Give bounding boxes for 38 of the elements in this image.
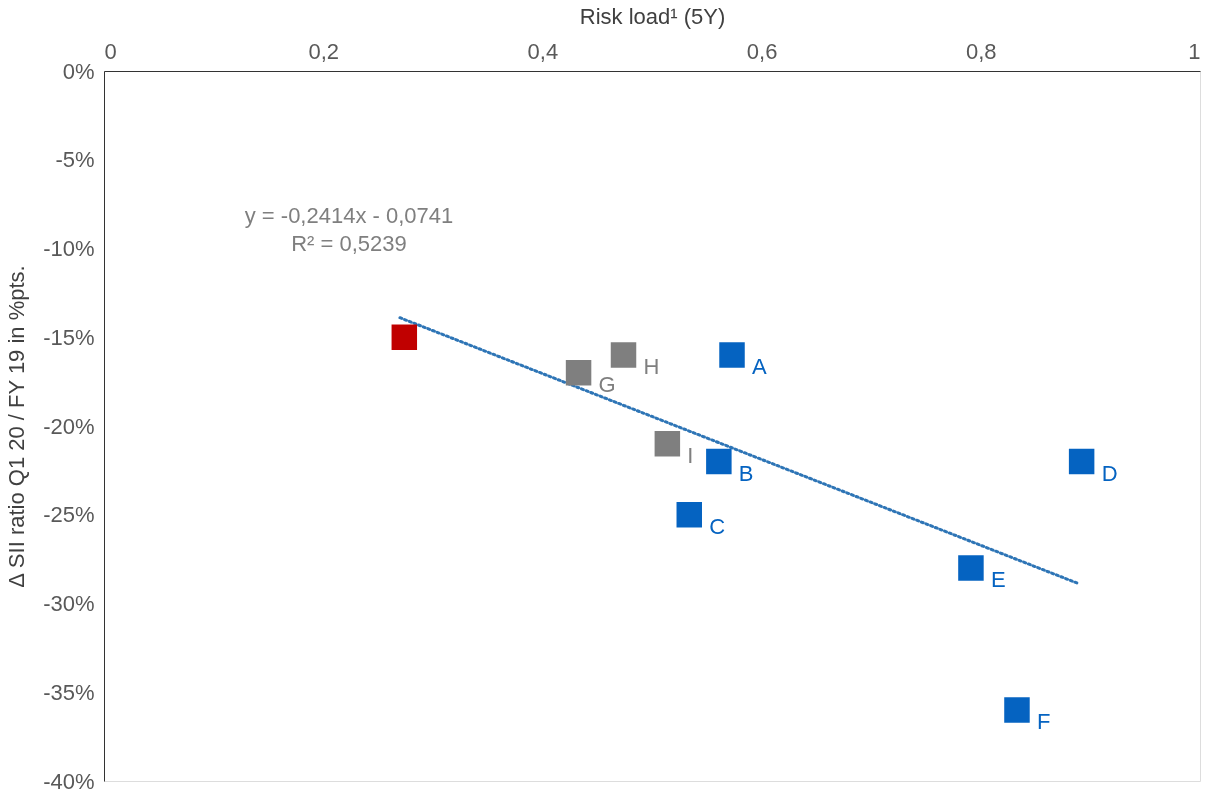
data-label: C [709,513,726,539]
point [676,502,703,528]
point [958,555,984,581]
y-tick-label: -25% [43,502,95,528]
x-axis-title: Risk load¹ (5Y) [579,3,726,29]
point [391,324,418,350]
data-label: E [990,567,1006,592]
y-tick-label: -15% [43,324,95,350]
point [565,360,592,386]
point [1004,697,1030,723]
data-label: A [752,354,768,379]
y-tick-label: -35% [43,679,95,705]
x-tick-label: 0,4 [527,38,559,64]
point [654,431,681,457]
y-axis-title: Δ SII ratio Q1 20 / FY 19 in %pts. [4,265,30,588]
data-label: G [598,371,616,397]
point [1068,448,1095,475]
point [610,342,637,368]
y-tick-label: -10% [43,236,95,261]
annotation: y = -0,2414x - 0,0741 [244,203,454,228]
y-tick-label: -40% [43,768,95,794]
x-tick-label: 0,8 [966,38,997,64]
x-tick-label: 0,6 [746,38,778,64]
data-label: I [687,442,694,468]
x-tick-label: 0,2 [308,38,339,64]
annotation: R² = 0,5239 [291,231,407,256]
data-label: B [738,460,754,486]
y-tick-label: -30% [43,591,95,616]
y-tick-label: 0% [62,58,95,84]
point [719,342,745,368]
x-tick-label: 0 [104,38,117,64]
data-label: F [1036,709,1051,734]
data-label: D [1101,460,1118,486]
data-label: H [643,354,660,379]
point [706,448,732,475]
x-tick-label: 1 [1188,38,1201,64]
y-tick-label: -5% [55,147,95,173]
y-tick-label: -20% [43,413,95,439]
